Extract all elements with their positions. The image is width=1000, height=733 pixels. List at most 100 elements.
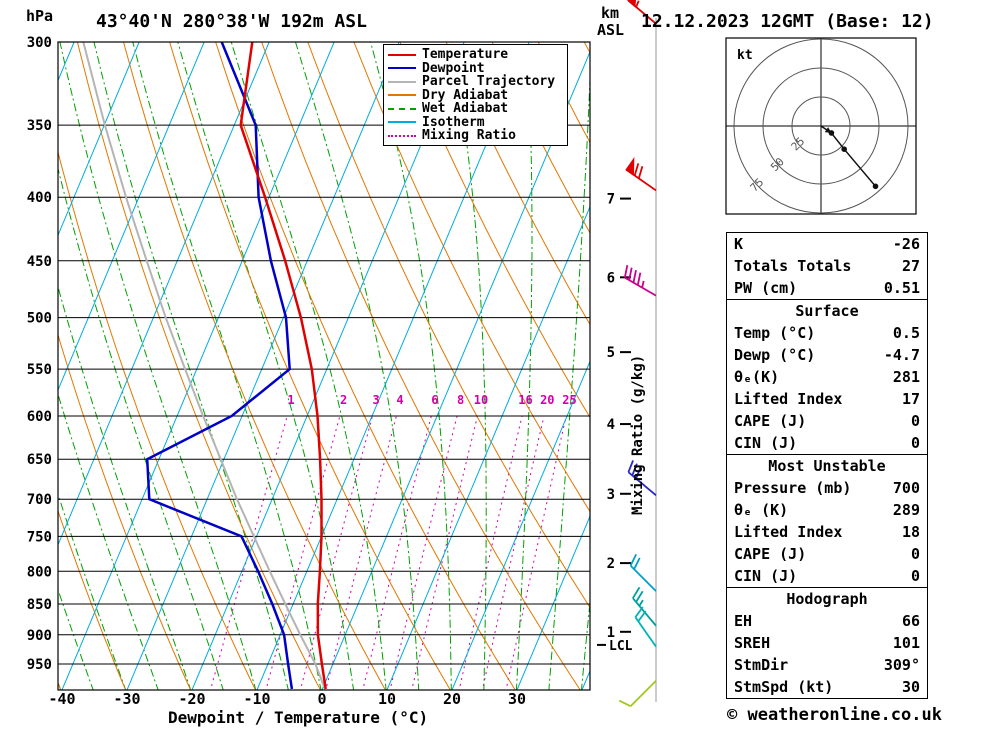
km-ticks: 7 6 5 4 3 2 1: [607, 192, 631, 641]
dry-adiabat-line: [491, 42, 590, 234]
temp-tick-label: -20: [178, 690, 205, 708]
isotherm-line: [451, 360, 590, 690]
table-header: Surface: [795, 302, 859, 320]
mixing-ratio-line: [389, 415, 458, 690]
wind-barb: [625, 157, 657, 192]
mixing-ratio-value-labels: 1 2 3 4 6 8 10 16 20 25: [287, 393, 576, 407]
barb-staff: [634, 616, 657, 648]
temp-tick-label: 0: [317, 690, 326, 708]
wet-adiabat-line: [59, 42, 257, 690]
row-label: CIN (J): [734, 567, 798, 585]
profiles: [82, 42, 327, 690]
wet-adiabat-line: [58, 392, 159, 690]
legend-item: Dewpoint: [388, 62, 563, 76]
row-value: 30: [901, 678, 920, 696]
pressure-tick-label: 600: [27, 409, 52, 425]
table-row: CAPE (J) 0: [727, 410, 927, 432]
barb-full: [635, 590, 644, 603]
temp-tick-label: 30: [508, 690, 526, 708]
indices-tables-panel: K -26 Totals Totals 27 PW (cm) 0.51 Surface Tem…: [726, 232, 928, 699]
row-label: StmSpd (kt): [734, 678, 834, 696]
wind-barb: [627, 0, 657, 25]
row-label: StmDir: [734, 656, 789, 674]
mixing-ratio-value-label: 16: [518, 393, 532, 407]
row-value: 0: [910, 567, 920, 585]
table-row: Lifted Index 17: [727, 388, 927, 410]
barb-half: [641, 280, 645, 288]
dewpoint-curve: [145, 42, 294, 690]
barb-staff: [627, 471, 657, 497]
table-row: StmSpd (kt) 30: [727, 676, 927, 698]
mixing-ratio-value-label: 25: [562, 393, 576, 407]
temp-tick-label: -10: [243, 690, 270, 708]
km-tick-label: 4: [607, 417, 615, 433]
legend-item: Temperature: [388, 48, 563, 62]
barb-full: [627, 460, 634, 473]
row-value: 0.51: [883, 279, 920, 297]
wind-barb: [629, 553, 657, 592]
wet-adiabat-line: [58, 492, 127, 690]
isotherm-line: [58, 42, 205, 392]
table-header: Hodograph: [786, 590, 868, 608]
mixing-ratio-value-label: 2: [340, 393, 347, 407]
table-row: CIN (J) 0: [727, 565, 927, 587]
legend-item: Dry Adiabat: [388, 89, 563, 103]
barb-half: [638, 599, 644, 607]
table-row: EH 66: [727, 610, 927, 632]
row-value: 101: [892, 634, 920, 652]
wet-adiabat-line: [580, 596, 590, 690]
copyright-link[interactable]: © weatheronline.co.uk: [727, 705, 942, 725]
barb-full: [633, 557, 641, 570]
hodograph-ring: [733, 38, 909, 214]
row-label: θₑ (K): [734, 501, 789, 519]
table-row: SREH 101: [727, 632, 927, 654]
dry-adiabat-line: [445, 42, 590, 326]
legend-line-sample: [388, 107, 416, 110]
row-label: EH: [734, 612, 753, 630]
table-row: K -26: [727, 233, 927, 255]
row-label: CAPE (J): [734, 545, 807, 563]
row-value: 289: [892, 501, 920, 519]
row-label: CIN (J): [734, 434, 798, 452]
row-value: 17: [901, 390, 920, 408]
row-value: 700: [892, 479, 920, 497]
wind-barbs: [618, 0, 657, 708]
wind-barb: [627, 460, 657, 497]
pressure-tick-label: 350: [27, 118, 52, 134]
hodograph-arrowhead: [824, 127, 832, 133]
barb-full: [623, 265, 629, 278]
isotherm-line: [256, 42, 530, 690]
km-tick-label: 2: [607, 556, 615, 572]
barb-full: [636, 272, 642, 286]
pressure-tick-labels: 300 350 400 450 500 550 600 650 700 750 800 850 900 9…: [27, 35, 52, 673]
mixing-ratio-value-label: 8: [457, 393, 464, 407]
km-axis-unit-label: km: [601, 4, 620, 22]
mixing-ratio-line: [325, 415, 397, 690]
barb-full: [637, 166, 644, 179]
table-row: Dewp (°C) -4.7: [727, 344, 927, 366]
legend-item-label: Wet Adiabat: [422, 101, 509, 117]
hodograph-unit-label: kt: [737, 48, 753, 63]
plot-border: [57, 41, 591, 691]
temp-tick-label: -40: [48, 690, 75, 708]
barb-flag: [625, 157, 635, 177]
pressure-tick-label: 500: [27, 311, 52, 327]
row-value: 0: [910, 434, 920, 452]
lcl-label: LCL: [609, 639, 633, 654]
hodograph-ring: [791, 96, 851, 156]
surface-table: Surface Temp (°C) 0.5 Dewp (°C) -4.7 θₑ(K) 281…: [726, 299, 928, 455]
asl-axis-unit-label: ASL: [597, 21, 625, 39]
mixing-ratio-value-label: 20: [540, 393, 554, 407]
pressure-tick-label: 550: [27, 362, 52, 378]
barb-half: [635, 0, 640, 8]
table-row: θₑ (K) 289: [727, 499, 927, 521]
isotherms: [58, 42, 590, 690]
wet-adiabat-line: [450, 42, 487, 690]
pressure-tick-label: 900: [27, 628, 52, 644]
isotherm-line: [126, 42, 400, 690]
barb-full: [631, 463, 638, 476]
legend-line-sample: [388, 121, 416, 124]
mixing-ratio-value-label: 1: [287, 393, 294, 407]
